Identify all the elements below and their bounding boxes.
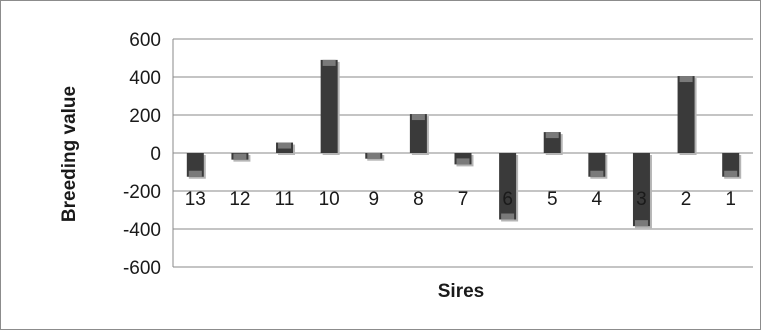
x-tick-label: 9 [368,189,379,210]
bar-sire-7 [454,153,474,167]
x-tick-label: 5 [547,189,558,210]
bar-sire-12 [231,153,251,162]
y-tick-labels: 600 400 200 0 -200 -400 -600 [123,30,161,279]
x-tick-label: 4 [592,189,603,210]
x-tick-label: 10 [319,189,340,210]
bars [186,59,742,229]
x-tick-labels: 13 12 11 10 9 8 7 6 5 4 3 2 1 [185,189,736,210]
x-tick-label: 7 [458,189,469,210]
y-tick-label: -400 [123,220,161,241]
bar-sire-2 [677,76,697,155]
gridlines [172,38,753,268]
x-tick-label: 12 [229,189,250,210]
x-tick-label: 13 [185,189,206,210]
y-tick-label: 400 [129,68,161,89]
x-axis-title: Sires [438,281,484,302]
x-tick-label: 3 [636,189,647,210]
bar-sire-13 [186,153,206,179]
bar-sire-5 [543,132,563,155]
x-tick-label: 11 [275,189,295,210]
bar-sire-8 [409,114,429,155]
bar-sire-1 [722,153,742,179]
y-axis-title: Breeding value [59,86,80,222]
x-tick-label: 8 [413,189,424,210]
y-tick-label: 0 [150,144,161,165]
bar-sire-6 [499,153,519,222]
bar-sire-10 [320,59,340,155]
y-tick-label: -600 [123,258,161,279]
bar-sire-3 [632,153,652,229]
y-tick-label: 200 [129,106,161,127]
y-tick-label: 600 [129,30,161,51]
bar-sire-11 [276,142,296,155]
x-tick-label: 2 [681,189,692,210]
bar-sire-4 [588,153,608,179]
y-tick-label: -200 [123,182,161,203]
x-tick-label: 6 [502,189,513,210]
x-tick-label: 1 [725,189,736,210]
bar-sire-9 [365,153,385,161]
